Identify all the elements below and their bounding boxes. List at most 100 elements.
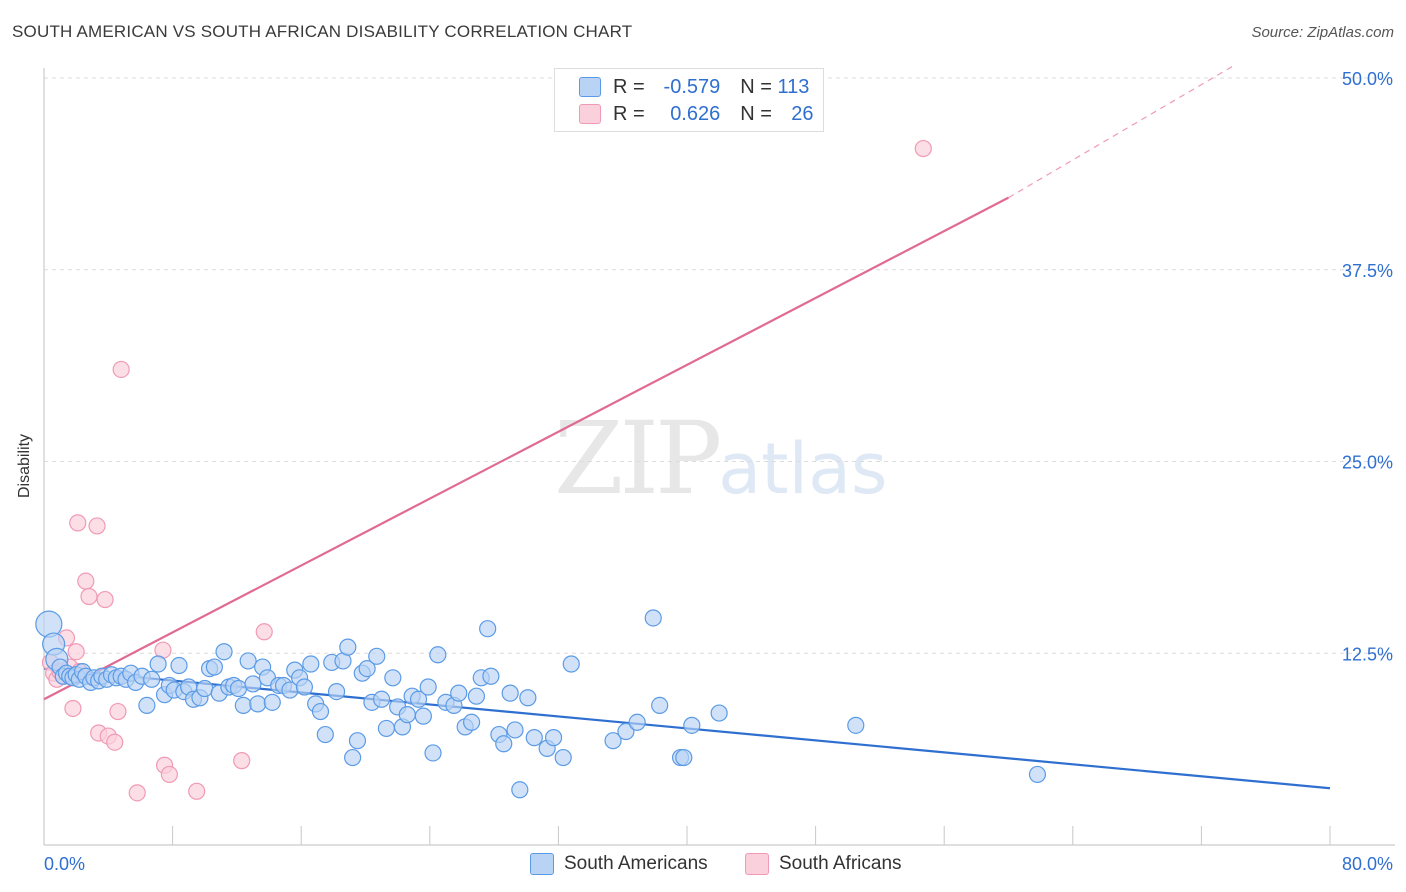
south-americans-point xyxy=(377,719,395,738)
south-americans-point xyxy=(462,713,481,731)
south-americans-point xyxy=(35,610,63,638)
y-tick-label: 12.5% xyxy=(1342,644,1393,664)
south-americans-point xyxy=(683,716,701,734)
south-americans-point xyxy=(149,655,167,673)
n-label: N = xyxy=(740,102,772,125)
legend-row-south-americans: R = -0.579 N = 113 xyxy=(579,75,809,99)
south-africans-point xyxy=(77,572,95,590)
south-americans-point xyxy=(295,678,314,696)
south-americans-point xyxy=(519,689,537,707)
south-americans-point xyxy=(409,690,428,708)
south-americans-point xyxy=(644,609,662,627)
south-americans-point xyxy=(339,638,357,656)
south-americans-point xyxy=(479,620,497,638)
south-americans-point xyxy=(143,670,161,688)
x-tick-label: 80.0% xyxy=(1342,854,1393,874)
r-value: -0.579 xyxy=(663,75,721,98)
south-africans-point xyxy=(109,702,127,721)
watermark-atlas: atlas xyxy=(718,428,888,510)
legend-label: South Americans xyxy=(564,853,708,874)
blue-swatch-icon xyxy=(530,853,554,875)
y-tick-label: 37.5% xyxy=(1342,261,1393,281)
south-americans-point xyxy=(506,721,524,739)
south-americans-point xyxy=(419,678,437,696)
south-americans-point xyxy=(710,704,728,722)
south-americans-point xyxy=(467,687,486,705)
x-tick-label: 0.0% xyxy=(44,854,85,874)
south-americans-point xyxy=(675,748,693,767)
south-americans-point xyxy=(450,684,468,702)
south-americans-point xyxy=(651,696,669,715)
south-americans-point xyxy=(215,643,233,661)
y-tick-label: 25.0% xyxy=(1342,453,1393,473)
n-value: 113 xyxy=(777,75,810,98)
south-africans-point xyxy=(88,517,106,535)
south-americans-point xyxy=(311,702,330,721)
south-americans-point xyxy=(628,713,646,731)
legend-label: South Africans xyxy=(779,853,902,874)
south-americans-point xyxy=(348,732,367,750)
south-africans-point xyxy=(914,139,932,158)
south-africans-trend-extension xyxy=(1008,65,1234,199)
south-africans-point xyxy=(160,765,178,784)
south-americans-point xyxy=(617,722,635,741)
south-americans-point xyxy=(495,735,513,753)
correlation-legend: R = -0.579 N = 113 R = 0.626 N = 26 xyxy=(554,68,824,132)
south-americans-point xyxy=(1028,765,1047,784)
south-americans-point xyxy=(249,695,267,713)
south-americans-point xyxy=(511,781,529,799)
legend-item-south-africans: South Africans xyxy=(745,852,902,876)
south-americans-point xyxy=(170,656,188,675)
r-label: R = xyxy=(613,75,645,98)
south-americans-point xyxy=(244,675,262,693)
south-americans-point xyxy=(302,655,320,673)
south-africans-point xyxy=(255,623,273,641)
south-africans-point xyxy=(67,643,85,661)
south-americans-point xyxy=(344,748,362,767)
south-americans-point xyxy=(482,667,500,685)
south-africans-point xyxy=(64,699,82,718)
tick-labels: 12.5% 25.0% 37.5% 50.0% 0.0% 80.0% xyxy=(44,69,1393,874)
south-africans-point xyxy=(112,360,130,379)
south-americans-point xyxy=(398,706,416,724)
south-americans-point xyxy=(501,684,519,702)
south-africans-point xyxy=(233,752,251,770)
south-americans-point xyxy=(205,658,223,676)
watermark: ZIPatlas xyxy=(554,400,887,517)
south-africans-trend-line xyxy=(43,196,1010,701)
blue-swatch-icon xyxy=(579,77,601,97)
south-americans-point xyxy=(554,748,572,767)
n-value: 26 xyxy=(791,102,814,125)
south-africans-point xyxy=(69,514,87,532)
south-americans-point xyxy=(562,655,580,673)
south-americans-points xyxy=(35,609,1047,799)
legend-row-south-africans: R = 0.626 N = 26 xyxy=(579,102,814,126)
grid-lines xyxy=(44,77,1395,654)
south-americans-point xyxy=(368,647,386,665)
south-americans-point xyxy=(429,646,447,664)
south-americans-point xyxy=(239,652,257,670)
south-africans-point xyxy=(106,733,124,751)
south-africans-point xyxy=(188,782,206,800)
legend-item-south-americans: South Americans xyxy=(530,852,708,876)
south-americans-point xyxy=(316,725,334,744)
y-axis-label: Disability xyxy=(16,433,33,498)
n-label: N = xyxy=(740,75,772,98)
south-americans-point xyxy=(358,659,376,678)
south-americans-point xyxy=(424,744,442,762)
pink-swatch-icon xyxy=(579,104,601,124)
south-americans-point xyxy=(525,729,543,747)
south-americans-point xyxy=(847,716,865,734)
south-americans-point xyxy=(372,690,391,708)
south-americans-point xyxy=(414,707,432,725)
pink-swatch-icon xyxy=(745,853,769,875)
south-africans-points xyxy=(41,139,932,802)
chart-title: SOUTH AMERICAN VS SOUTH AFRICAN DISABILI… xyxy=(12,22,633,41)
r-value: 0.626 xyxy=(670,102,721,125)
south-africans-point xyxy=(80,587,98,606)
south-americans-point xyxy=(544,729,563,747)
south-americans-point xyxy=(138,696,156,715)
south-americans-point xyxy=(229,679,248,698)
y-tick-label: 50.0% xyxy=(1342,69,1393,89)
